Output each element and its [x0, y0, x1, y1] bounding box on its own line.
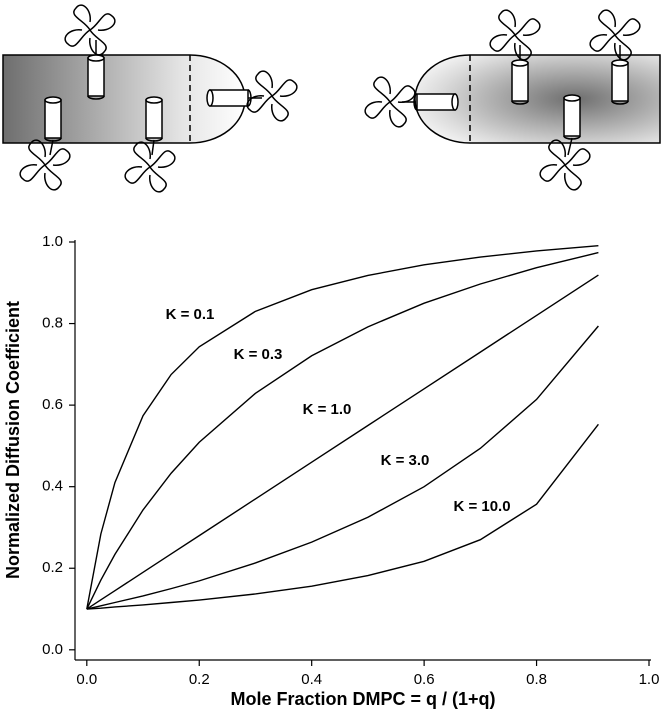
- y-tick-label: 0.2: [42, 559, 63, 576]
- x-tick-label: 0.4: [301, 671, 322, 688]
- series-line: [86, 423, 599, 610]
- series-line: [86, 325, 599, 610]
- y-tick-label: 0.0: [42, 641, 63, 658]
- series-line: [86, 274, 599, 610]
- x-tick-label: 0.8: [526, 671, 547, 688]
- curve-label: K = 1.0: [303, 401, 352, 418]
- y-tick-label: 0.8: [42, 315, 63, 332]
- bicelle-diagram: [2, 4, 661, 193]
- y-tick-label: 1.0: [42, 233, 63, 250]
- y-tick-label: 0.6: [42, 396, 63, 413]
- curve-label: K = 0.3: [234, 346, 283, 363]
- x-tick-label: 1.0: [639, 671, 660, 688]
- series-line: [86, 244, 599, 610]
- x-tick-label: 0.6: [414, 671, 435, 688]
- x-axis-label: Mole Fraction DMPC = q / (1+q): [230, 689, 495, 709]
- y-axis-label: Normalized Diffusion Coefficient: [3, 301, 23, 579]
- x-tick-label: 0.0: [76, 671, 97, 688]
- x-tick-label: 0.2: [189, 671, 210, 688]
- series-line: [86, 251, 599, 610]
- y-tick-label: 0.4: [42, 478, 63, 495]
- curve-label: K = 10.0: [453, 498, 510, 515]
- curve-label: K = 3.0: [381, 452, 430, 469]
- curve-label: K = 0.1: [166, 306, 215, 323]
